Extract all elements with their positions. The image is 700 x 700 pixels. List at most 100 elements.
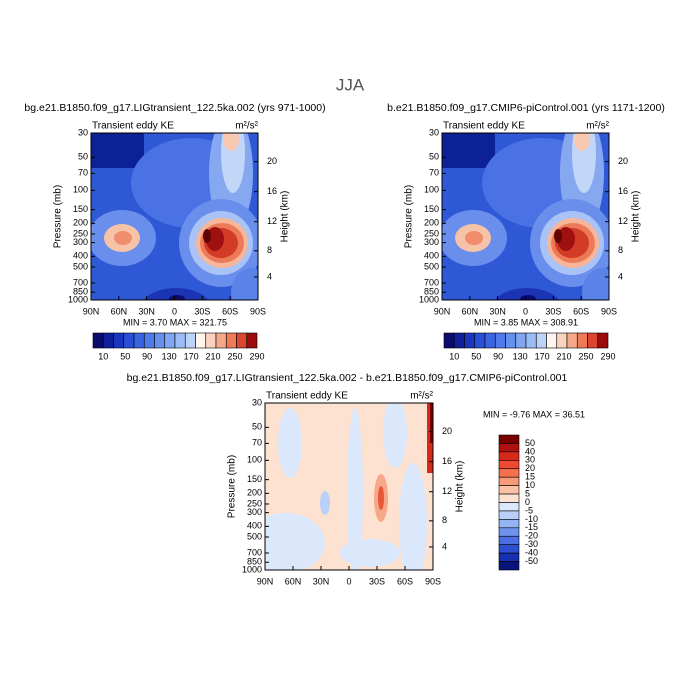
y-tick-label: 200 (247, 488, 262, 498)
y-axis-label: Pressure (mb) (404, 185, 415, 248)
colorbar-box (498, 510, 520, 520)
colorbar-box (443, 332, 455, 349)
colorbar-label: 5 (525, 488, 530, 498)
y2-axis-label: Height (km) (280, 191, 291, 243)
y-tick-label: 850 (424, 287, 439, 297)
colorbar-label: 50 (525, 438, 535, 448)
figure-title: JJA (336, 75, 365, 94)
colorbar-box (498, 527, 520, 537)
panel-title: bg.e21.B1850.f09_g17.LIGtransient_122.5k… (24, 102, 325, 114)
colorbar-label: 50 (120, 351, 130, 361)
y-axis-label: Pressure (mb) (53, 185, 64, 248)
y-tick-label: 500 (424, 261, 439, 271)
x-tick-label: 60S (573, 306, 589, 316)
y2-tick-label: 12 (442, 486, 452, 496)
y-tick-label: 1000 (419, 294, 439, 304)
y-tick-label: 50 (252, 422, 262, 432)
colorbar-box (498, 443, 520, 453)
y-tick-label: 400 (73, 251, 88, 261)
y-tick-label: 200 (424, 218, 439, 228)
colorbar-box (498, 493, 520, 503)
colorbar-box (525, 332, 537, 349)
colorbar-box (498, 434, 520, 444)
y-tick-label: 50 (78, 152, 88, 162)
y-tick-label: 70 (78, 168, 88, 178)
x-tick-label: 30N (489, 306, 506, 316)
colorbar-label: 90 (142, 351, 152, 361)
colorbar-box (515, 332, 527, 349)
colorbar-box (184, 332, 196, 349)
colorbar-box (535, 332, 547, 349)
y2-tick-label: 20 (618, 156, 628, 166)
colorbar-label: 170 (535, 351, 550, 361)
y-tick-label: 300 (424, 237, 439, 247)
x-tick-label: 90S (425, 576, 441, 586)
colorbar-box (498, 451, 520, 461)
colorbar-box (246, 332, 258, 349)
colorbar-label: 40 (525, 446, 535, 456)
y-axis-label: Pressure (mb) (227, 455, 238, 518)
y2-axis-label: Height (km) (455, 461, 466, 513)
y-tick-label: 70 (252, 438, 262, 448)
y-tick-label: 30 (252, 397, 262, 407)
variable-label: Transient eddy KE (443, 121, 525, 132)
y2-tick-label: 4 (442, 541, 447, 551)
y-tick-label: 150 (73, 204, 88, 214)
y-tick-label: 100 (73, 185, 88, 195)
contour-field (265, 403, 433, 570)
x-tick-label: 60S (222, 306, 238, 316)
colorbar-label: 290 (600, 351, 615, 361)
colorbar-box (474, 332, 486, 349)
y2-tick-label: 12 (267, 216, 277, 226)
colorbar-box (453, 332, 465, 349)
y-tick-label: 700 (247, 547, 262, 557)
x-tick-label: 0 (523, 306, 528, 316)
colorbar-label: 290 (249, 351, 264, 361)
colorbar-box (498, 485, 520, 495)
min-max: MIN = 3.70 MAX = 321.75 (123, 317, 227, 327)
contour-field (442, 133, 609, 300)
colorbar-box (236, 332, 248, 349)
y-tick-label: 300 (73, 237, 88, 247)
y2-tick-label: 4 (267, 271, 272, 281)
colorbar-box (215, 332, 227, 349)
colorbar-label: 10 (98, 351, 108, 361)
y-tick-label: 700 (73, 277, 88, 287)
x-tick-label: 90N (434, 306, 451, 316)
colorbar-box (143, 332, 155, 349)
units-label: m²/s² (586, 121, 609, 132)
y2-tick-label: 16 (442, 456, 452, 466)
y-tick-label: 1000 (242, 564, 262, 574)
y-tick-label: 500 (73, 261, 88, 271)
colorbar-label: -20 (525, 531, 538, 541)
colorbar-box (556, 332, 568, 349)
y2-tick-label: 8 (442, 515, 447, 525)
colorbar-box (505, 332, 517, 349)
colorbar-label: -10 (525, 514, 538, 524)
min-max: MIN = -9.76 MAX = 36.51 (483, 409, 585, 419)
colorbar-box (195, 332, 207, 349)
y2-tick-label: 8 (618, 245, 623, 255)
colorbar-label: -15 (525, 522, 538, 532)
colorbar-label: 20 (525, 463, 535, 473)
colorbar-box (113, 332, 125, 349)
colorbar-box (498, 468, 520, 478)
contour-field (91, 133, 258, 300)
colorbar-box (133, 332, 145, 349)
variable-label: Transient eddy KE (266, 391, 348, 402)
colorbar-box (164, 332, 176, 349)
colorbar-label: -50 (525, 556, 538, 566)
x-tick-label: 0 (172, 306, 177, 316)
y-tick-label: 100 (247, 455, 262, 465)
x-tick-label: 30N (138, 306, 155, 316)
y-tick-label: 30 (78, 127, 88, 137)
units-label: m²/s² (410, 391, 433, 402)
colorbar-box (225, 332, 237, 349)
colorbar-label: 130 (513, 351, 528, 361)
colorbar-label: 250 (579, 351, 594, 361)
colorbar-box (102, 332, 114, 349)
colorbar-label: 210 (206, 351, 221, 361)
x-tick-label: 60N (462, 306, 479, 316)
x-tick-label: 30S (194, 306, 210, 316)
